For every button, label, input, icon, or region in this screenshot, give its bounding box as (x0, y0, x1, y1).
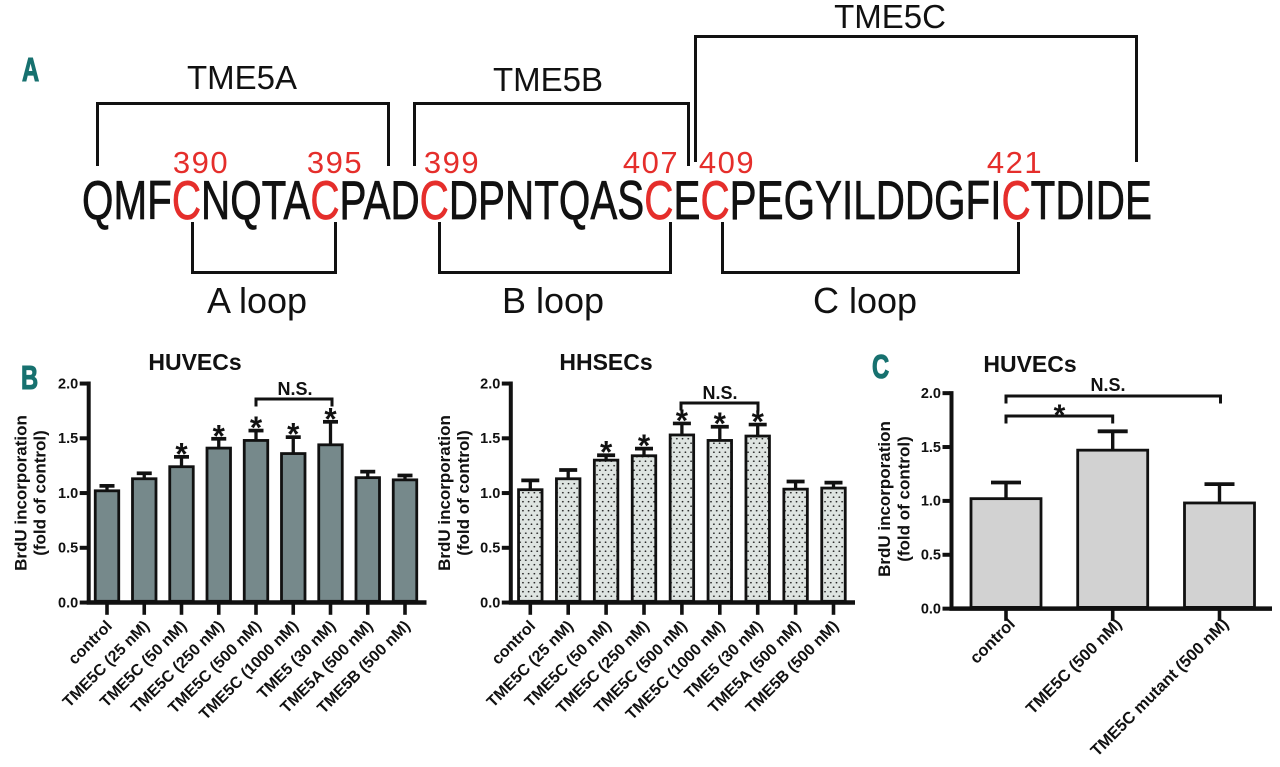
svg-text:2.0: 2.0 (58, 376, 78, 392)
svg-text:0.0: 0.0 (921, 601, 941, 617)
svg-text:N.S.: N.S. (1090, 375, 1125, 395)
svg-text:*: * (175, 435, 188, 471)
svg-text:1.0: 1.0 (921, 494, 941, 510)
svg-text:0.5: 0.5 (480, 541, 500, 557)
svg-text:HUVECs: HUVECs (148, 349, 241, 375)
svg-text:HUVECs: HUVECs (983, 351, 1076, 377)
svg-text:2.0: 2.0 (480, 376, 500, 392)
svg-text:*: * (250, 409, 263, 445)
svg-text:1.5: 1.5 (921, 440, 941, 456)
svg-text:*: * (324, 400, 337, 436)
svg-text:0.5: 0.5 (921, 548, 941, 564)
svg-text:2.0: 2.0 (921, 386, 941, 402)
svg-text:*: * (213, 417, 226, 453)
svg-text:BrdU incorporation: BrdU incorporation (12, 415, 31, 571)
svg-text:(fold of control): (fold of control) (31, 430, 50, 556)
svg-text:1.0: 1.0 (480, 486, 500, 502)
svg-text:0.0: 0.0 (480, 595, 500, 611)
svg-text:0.0: 0.0 (58, 595, 78, 611)
svg-text:*: * (714, 405, 727, 441)
svg-text:*: * (1054, 399, 1066, 432)
svg-text:N.S.: N.S. (277, 379, 312, 399)
svg-text:(fold of control): (fold of control) (895, 436, 914, 562)
svg-text:*: * (287, 416, 300, 452)
svg-text:1.0: 1.0 (58, 486, 78, 502)
svg-text:1.5: 1.5 (480, 431, 500, 447)
svg-text:N.S.: N.S. (702, 383, 737, 403)
svg-text:(fold of control): (fold of control) (454, 430, 473, 556)
svg-text:*: * (600, 434, 613, 470)
svg-text:*: * (638, 427, 651, 463)
svg-text:*: * (752, 403, 765, 439)
svg-text:BrdU incorporation: BrdU incorporation (435, 415, 454, 571)
svg-text:BrdU incorporation: BrdU incorporation (875, 421, 894, 577)
svg-text:control: control (967, 615, 1019, 667)
svg-text:1.5: 1.5 (58, 431, 78, 447)
svg-text:HHSECs: HHSECs (559, 349, 652, 375)
svg-text:*: * (676, 402, 689, 438)
svg-text:TME5C (500 nM): TME5C (500 nM) (1023, 615, 1126, 718)
svg-text:0.5: 0.5 (58, 541, 78, 557)
